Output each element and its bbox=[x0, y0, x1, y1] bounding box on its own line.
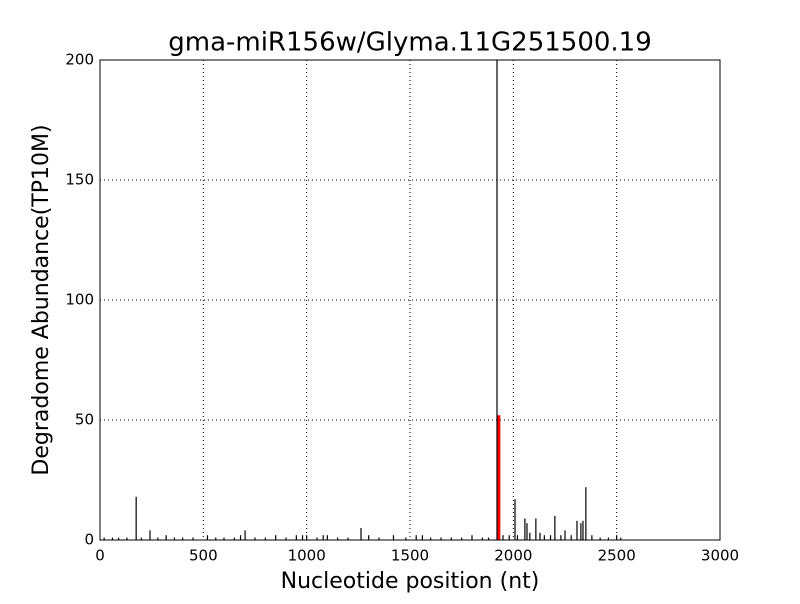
x-tick-label: 2000 bbox=[494, 547, 532, 565]
x-axis-label: Nucleotide position (nt) bbox=[281, 569, 540, 594]
chart-title: gma-miR156w/Glyma.11G251500.19 bbox=[168, 28, 652, 58]
y-tick-label: 0 bbox=[84, 531, 94, 549]
x-tick-label: 500 bbox=[189, 547, 218, 565]
x-tick-label: 3000 bbox=[701, 547, 739, 565]
y-tick-label: 100 bbox=[65, 291, 94, 309]
x-tick-label: 2500 bbox=[598, 547, 636, 565]
x-tick-label: 1500 bbox=[391, 547, 429, 565]
y-axis-label: Degradome Abundance(TP10M) bbox=[29, 124, 54, 475]
y-tick-label: 50 bbox=[75, 411, 94, 429]
y-tick-label: 200 bbox=[65, 51, 94, 69]
plot-frame bbox=[99, 59, 721, 541]
y-tick-label: 150 bbox=[65, 171, 94, 189]
x-tick-label: 0 bbox=[95, 547, 105, 565]
x-tick-label: 1000 bbox=[288, 547, 326, 565]
